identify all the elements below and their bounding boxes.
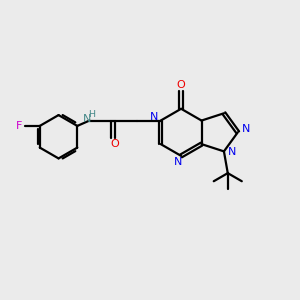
Text: F: F: [15, 121, 22, 131]
Text: O: O: [110, 139, 119, 148]
Text: H: H: [88, 110, 95, 118]
Text: N: N: [228, 147, 236, 157]
Text: N: N: [83, 114, 91, 124]
Text: N: N: [242, 124, 250, 134]
Text: O: O: [177, 80, 185, 90]
Text: N: N: [150, 112, 158, 122]
Text: N: N: [174, 158, 182, 167]
